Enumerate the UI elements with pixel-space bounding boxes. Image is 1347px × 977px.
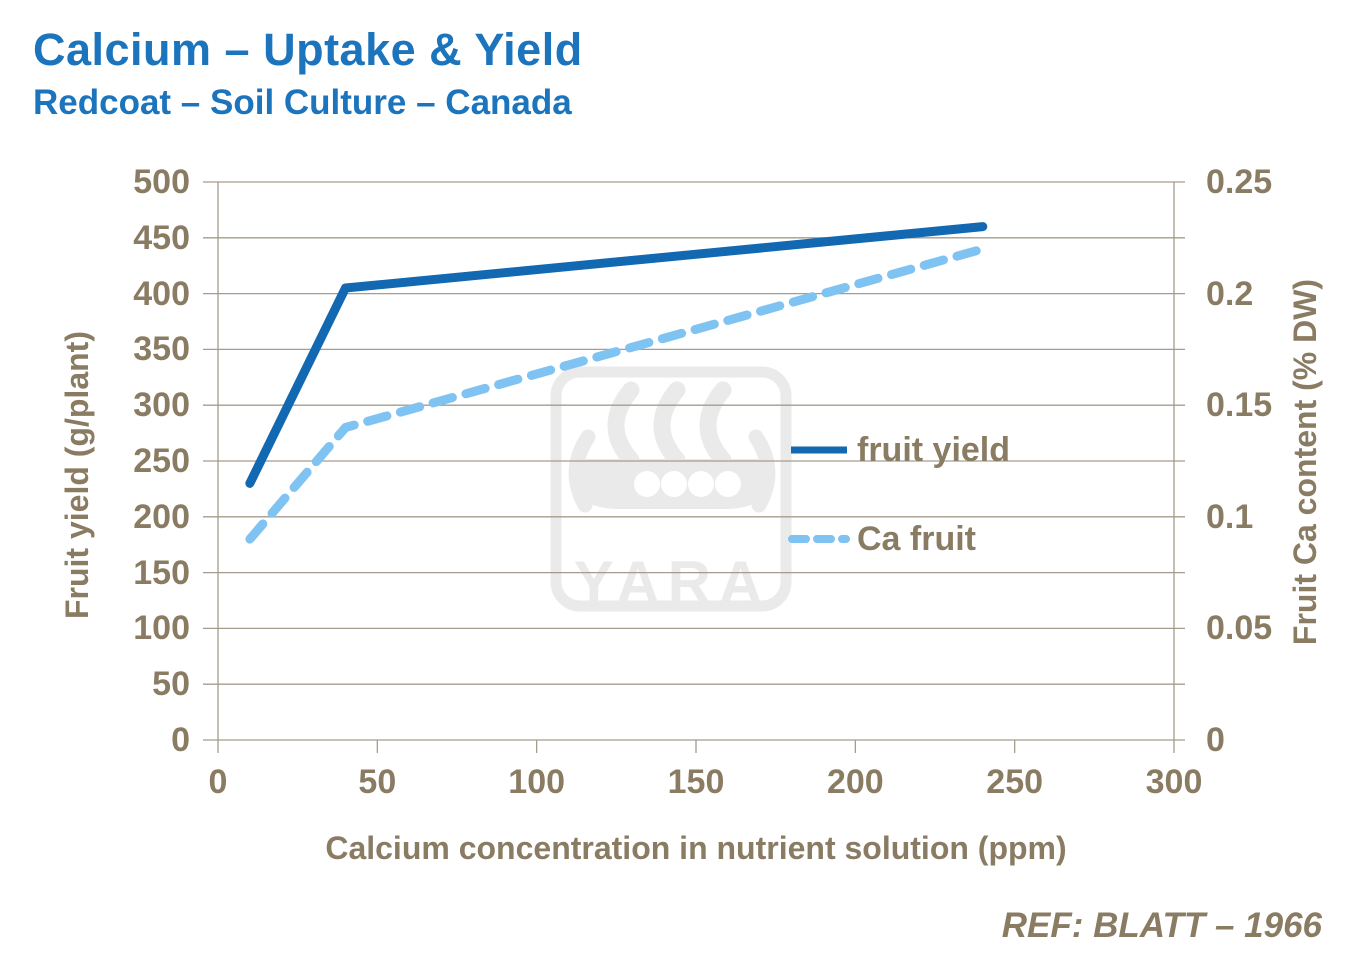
y-axis-left-tick-label: 200 [133,497,190,536]
x-axis-tick-label: 100 [508,763,566,801]
series-line-fruit-yield [245,222,988,488]
legend-item-ca-fruit: Ca fruit [788,517,976,561]
x-axis-tick-label: 0 [208,763,228,801]
y-axis-left-tick-label: 50 [152,665,190,704]
yara-ship-sails-icon [607,381,732,469]
y-axis-left-tick-label: 150 [133,553,190,592]
x-axis-tick-label: 50 [358,763,397,801]
legend-label-fruit-yield: fruit yield [857,430,1011,469]
yara-ship-hull-icon [568,429,776,513]
reference-note: REF: BLATT – 1966 [1001,906,1322,945]
yara-logo-watermark: YARA [550,366,792,616]
y-axis-right-tick-label: 0 [1206,721,1225,759]
y-axis-right-tick-label: 0.15 [1206,386,1273,425]
x-axis-tick-label: 250 [986,763,1044,801]
page-title: Calcium – Uptake & Yield [33,24,583,75]
ca-fruit-line-swatch [788,535,850,543]
y-axis-left-tick-label: 400 [133,274,190,313]
y-axis-right-tick-label: 0.05 [1206,609,1273,648]
x-axis-tick-label: 200 [826,763,884,801]
legend-item-fruit-yield: fruit yield [788,428,1010,472]
y-axis-right-tick-label: 0.1 [1206,497,1254,536]
y-axis-right-tick-label: 0.25 [1206,163,1273,201]
y-axis-title-left: Fruit yield (g/plant) [59,331,95,619]
y-axis-right-tick-label: 0.2 [1206,274,1254,313]
legend-label-ca-fruit: Ca fruit [857,519,976,558]
y-axis-left-tick-label: 250 [133,442,190,480]
y-axis-left-tick-label: 500 [133,163,190,201]
y-axis-title-right: Fruit Ca content (% DW) [1287,278,1323,646]
x-axis-tick-label: 300 [1145,763,1203,801]
x-axis-tick-label: 150 [667,763,725,801]
series-line-Ca-fruit [245,244,988,544]
y-axis-left-tick-label: 350 [133,330,190,369]
x-axis-title: Calcium concentration in nutrient soluti… [325,830,1067,866]
page-subtitle: Redcoat – Soil Culture – Canada [33,83,572,122]
yara-wordmark: YARA [574,549,771,616]
y-axis-left-tick-label: 450 [133,218,190,257]
y-axis-left-tick-label: 300 [133,386,190,425]
y-axis-left-tick-label: 0 [171,721,190,759]
fruit-yield-line-swatch [791,446,847,454]
y-axis-left-tick-label: 100 [133,609,190,648]
